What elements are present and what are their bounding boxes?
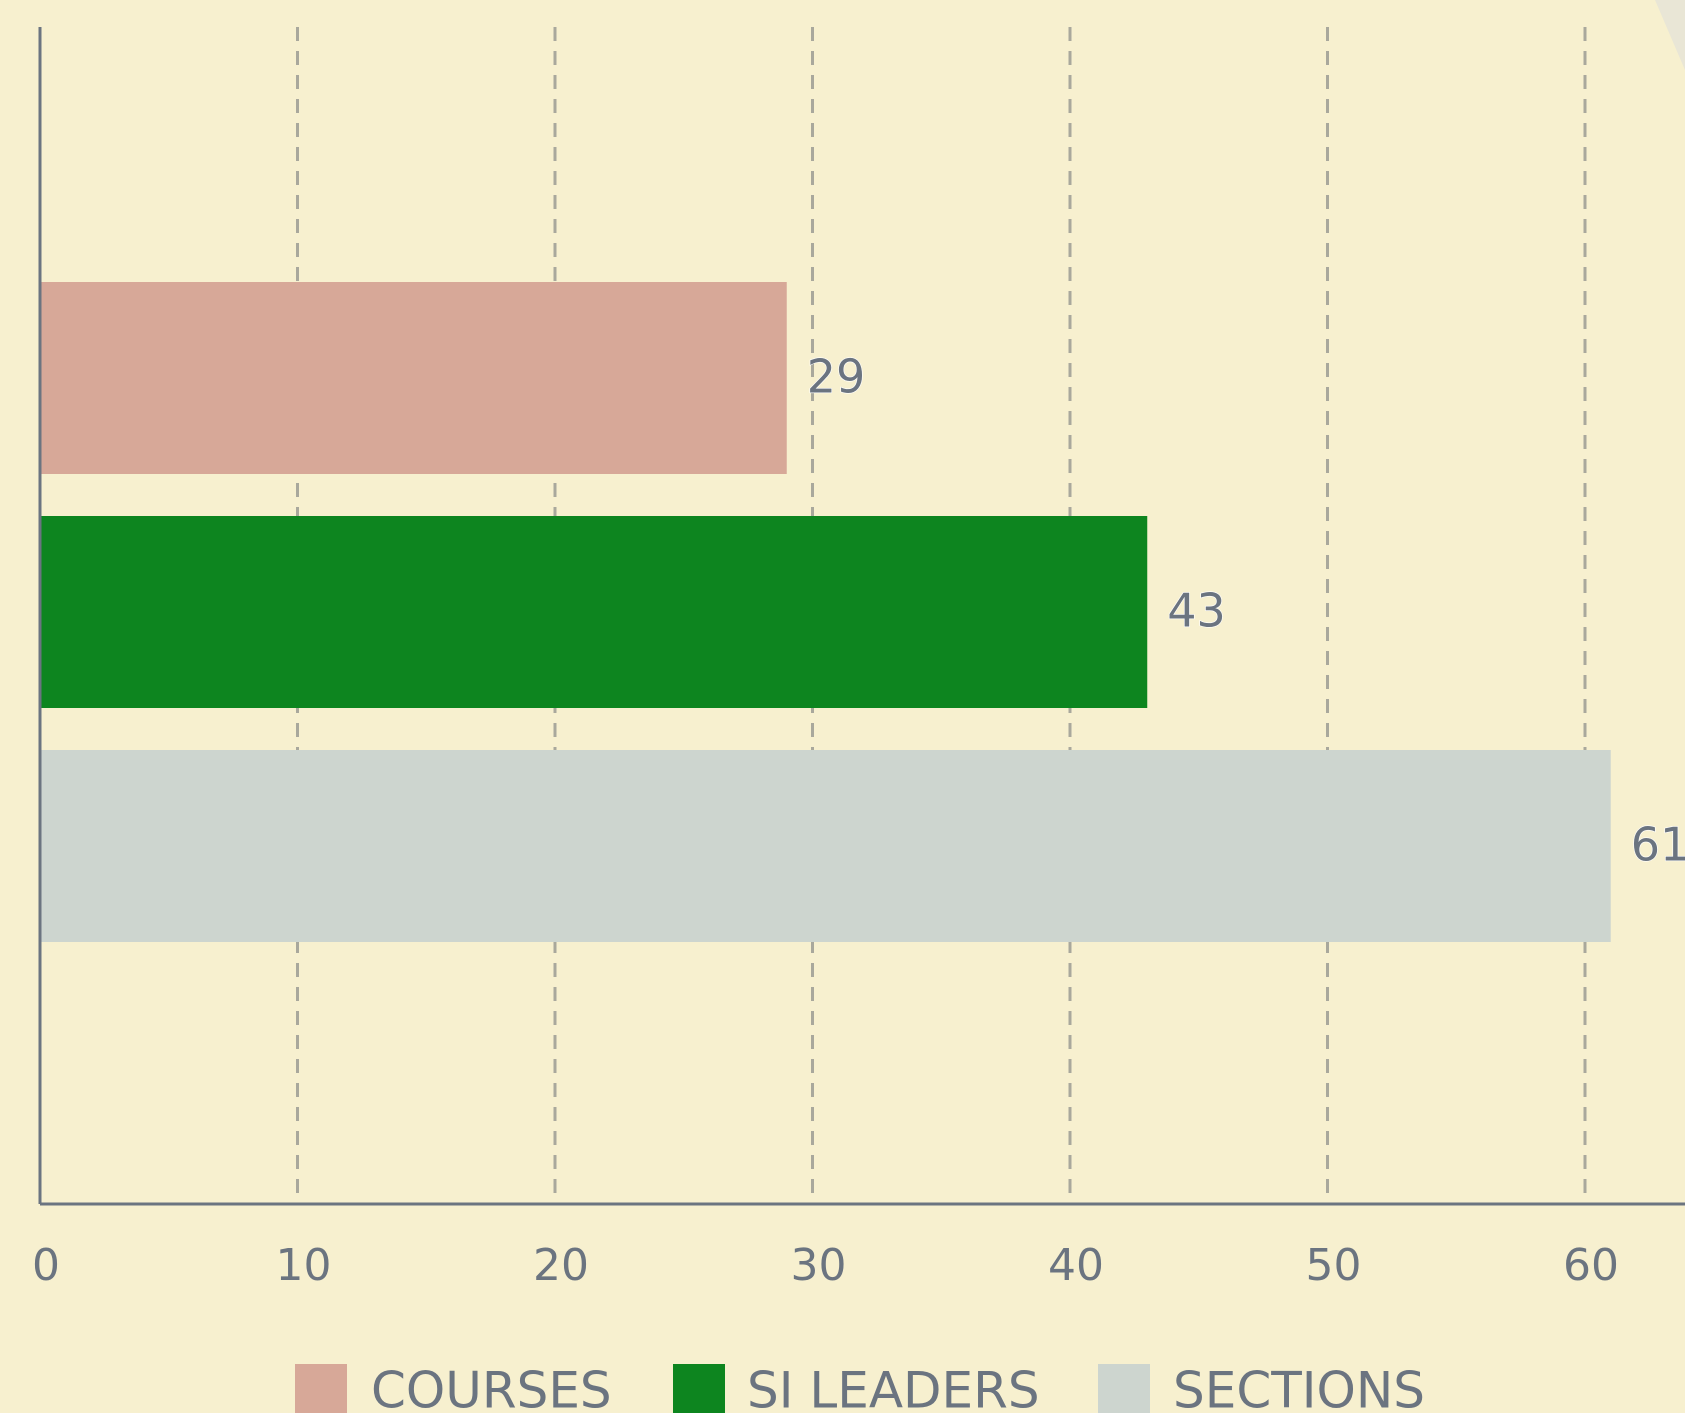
x-tick-label: 20 xyxy=(533,1240,589,1291)
bar xyxy=(40,282,787,474)
bar xyxy=(40,750,1611,942)
legend-label: COURSES xyxy=(371,1362,612,1413)
legend-label: SI LEADERS xyxy=(747,1362,1040,1413)
bars xyxy=(40,282,1611,942)
x-tick-label: 30 xyxy=(791,1240,847,1291)
x-tick-label: 40 xyxy=(1048,1240,1104,1291)
legend-swatch xyxy=(295,1364,347,1413)
labels: 0 10 20 30 40 50 60 29 COURSES 43 SI LEADERS 61 SECT… xyxy=(32,349,1685,1413)
data-label: 43 xyxy=(1167,584,1226,638)
legend-label: SECTIONS xyxy=(1173,1362,1425,1413)
legend-swatch xyxy=(673,1364,725,1413)
corner-shape xyxy=(1655,0,1685,70)
x-tick-label: 0 xyxy=(32,1240,60,1291)
x-tick-label: 10 xyxy=(276,1240,332,1291)
x-tick-label: 50 xyxy=(1306,1240,1362,1291)
bar xyxy=(40,516,1148,708)
legend-swatch xyxy=(1098,1364,1150,1413)
data-label: 61 xyxy=(1631,818,1685,872)
x-tick-label: 60 xyxy=(1563,1240,1619,1291)
data-label: 29 xyxy=(807,350,866,404)
